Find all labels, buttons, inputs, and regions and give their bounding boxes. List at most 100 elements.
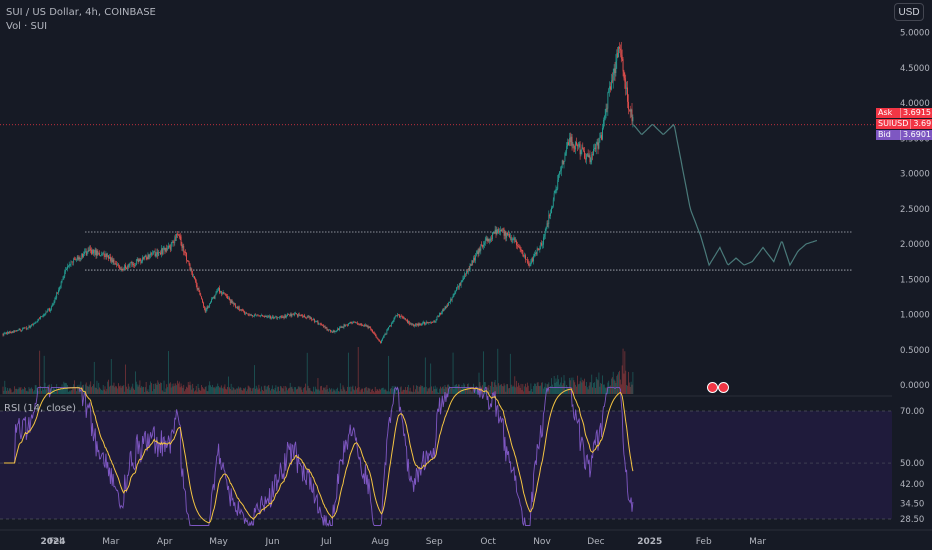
candle-body <box>518 246 520 248</box>
volume-bar <box>492 387 494 394</box>
volume-bar <box>174 385 176 394</box>
rsi-indicator-label[interactable]: RSI (14, close) <box>4 403 77 414</box>
candle-body <box>171 242 173 244</box>
projection-path[interactable] <box>633 123 818 267</box>
volume-bar <box>366 390 368 394</box>
candle-body <box>75 259 77 261</box>
volume-bar <box>260 391 262 394</box>
symbol-title[interactable]: SUI / US Dollar, 4h, COINBASE <box>6 7 156 18</box>
volume-bar <box>558 379 560 394</box>
volume-bar <box>326 385 328 394</box>
candle-body <box>278 317 279 318</box>
candle-body <box>151 253 152 255</box>
volume-bar <box>313 386 314 394</box>
candle-body <box>529 265 531 266</box>
volume-bar <box>177 383 179 394</box>
price-axis-label: 0.0000 <box>900 381 930 391</box>
candle-body <box>419 323 421 325</box>
volume-bar <box>162 391 164 394</box>
volume-bar <box>413 385 415 394</box>
volume-bar <box>196 391 198 394</box>
candle-body <box>191 269 193 274</box>
candle-body <box>162 248 164 254</box>
candle-body <box>72 261 74 263</box>
volume-bar <box>198 387 200 394</box>
candle-body <box>369 326 371 328</box>
candle-body <box>7 331 9 334</box>
candle-body <box>422 323 424 324</box>
volume-bar <box>444 385 446 394</box>
volume-bar <box>100 388 101 394</box>
volume-bar <box>296 389 297 394</box>
candle-body <box>221 293 223 294</box>
candle-body <box>551 206 553 208</box>
volume-bar <box>618 372 619 394</box>
volume-bar <box>167 387 169 394</box>
candle-body <box>435 320 437 322</box>
candle-body <box>552 199 554 207</box>
volume-bar <box>46 387 48 394</box>
volume-bar <box>305 390 307 394</box>
volume-indicator-label[interactable]: Vol · SUI <box>6 21 48 32</box>
candle-body <box>392 321 394 323</box>
candle-body <box>453 293 455 296</box>
candle-body <box>270 316 271 319</box>
candle-body <box>266 316 268 318</box>
volume-bar <box>262 389 263 394</box>
volume-bar <box>397 387 398 394</box>
volume-bar <box>137 386 139 394</box>
candle-body <box>553 193 555 200</box>
candle-body <box>193 276 194 277</box>
ask-price-tag: Ask 3.6915 <box>876 108 932 118</box>
candle-body <box>391 322 393 324</box>
candle-body <box>574 148 576 150</box>
volume-bar <box>166 384 168 394</box>
volume-bar <box>447 384 449 394</box>
candle-body <box>479 248 481 251</box>
volume-bar <box>271 385 273 394</box>
volume-bar <box>322 390 323 394</box>
us-flag-event-icon[interactable] <box>707 382 718 393</box>
candle-body <box>169 245 170 247</box>
candle-body <box>487 238 489 241</box>
volume-bar <box>418 386 420 394</box>
candle-body <box>528 264 530 266</box>
candle-body <box>141 261 143 263</box>
candle-body <box>11 331 13 334</box>
candle-body <box>582 147 584 149</box>
volume-bar <box>274 388 276 394</box>
candle-body <box>77 256 79 260</box>
volume-bar <box>201 385 203 394</box>
volume-bar <box>517 382 519 394</box>
candle-body <box>418 323 420 326</box>
candle-body <box>331 331 333 333</box>
candle-body <box>85 251 87 256</box>
volume-bar <box>118 386 120 394</box>
candle-body <box>436 316 438 321</box>
volume-bar <box>442 386 444 394</box>
volume-bar <box>450 387 452 394</box>
candle-body <box>135 264 136 266</box>
candle-body <box>463 277 465 279</box>
candle-body <box>498 229 500 233</box>
volume-bar <box>156 384 158 394</box>
candle-body <box>21 330 23 331</box>
candle-body <box>322 325 324 327</box>
candle-body <box>292 313 294 315</box>
event-flags[interactable] <box>707 380 729 398</box>
volume-bar <box>73 384 75 394</box>
volume-bar <box>587 389 589 394</box>
candle-body <box>543 235 545 238</box>
candle-body <box>475 255 476 261</box>
volume-bar <box>243 388 245 394</box>
volume-bar <box>525 383 526 394</box>
volume-bar <box>431 386 432 394</box>
volume-bar <box>414 391 415 394</box>
volume-bar <box>582 379 584 394</box>
volume-bar <box>185 389 186 394</box>
volume-bar <box>596 379 598 394</box>
us-flag-event-icon[interactable] <box>718 382 729 393</box>
currency-button[interactable]: USD <box>894 3 924 21</box>
candle-body <box>82 253 84 257</box>
